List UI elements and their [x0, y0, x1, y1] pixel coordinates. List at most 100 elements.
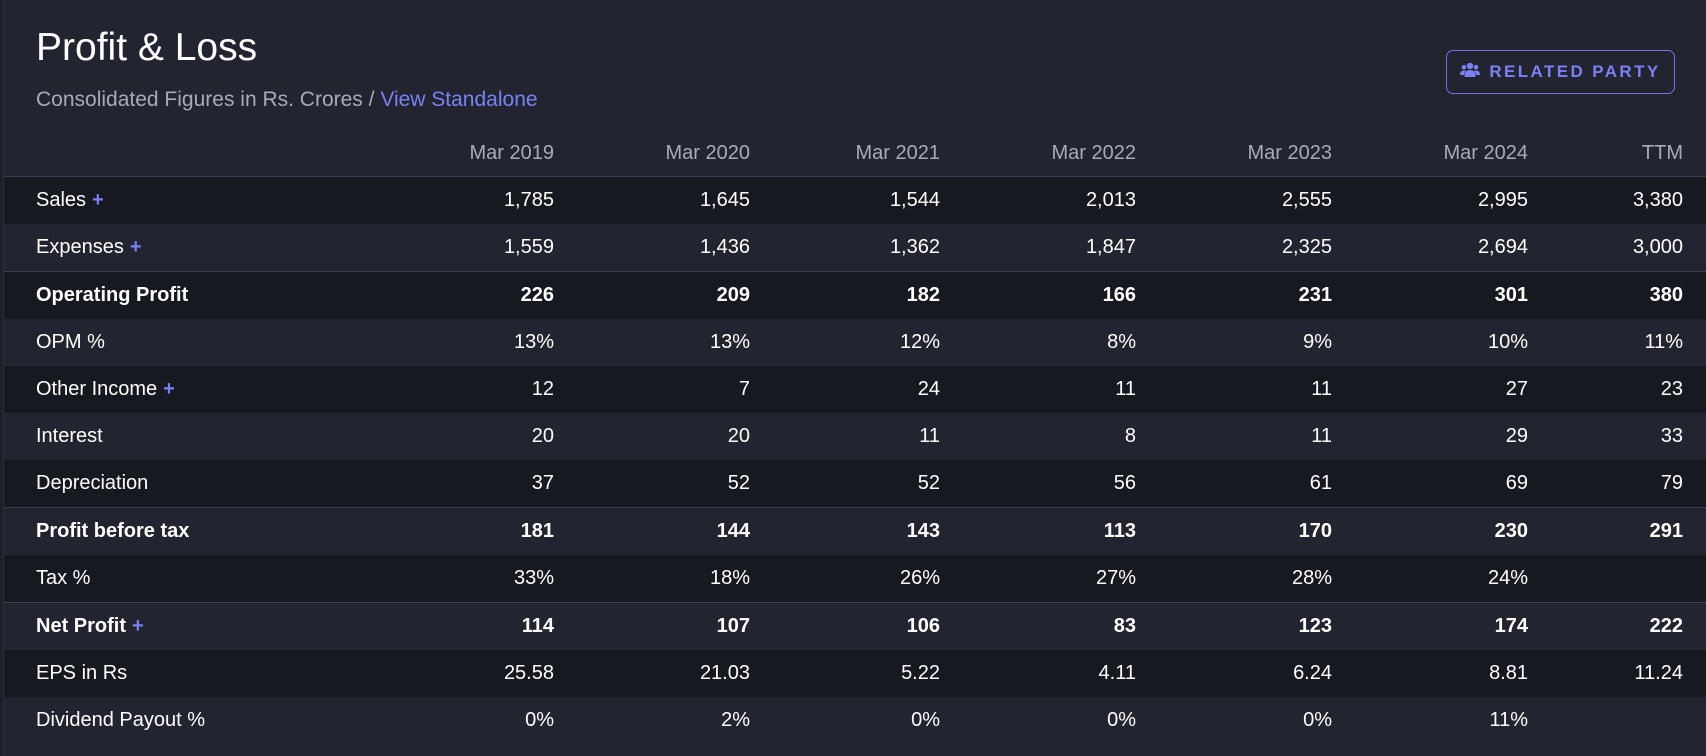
expand-plus-button[interactable]: + — [92, 189, 104, 211]
table-cell: 52 — [750, 460, 940, 508]
table-cell: 166 — [940, 271, 1136, 319]
row-label: Depreciation — [36, 472, 149, 494]
row-label: OPM % — [36, 331, 105, 353]
table-cell: 4.11 — [940, 650, 1136, 697]
table-cell: 11% — [1528, 319, 1706, 366]
table-cell: 8.81 — [1332, 650, 1528, 697]
row-label: Net Profit — [36, 615, 126, 637]
row-label: Operating Profit — [36, 284, 189, 306]
table-cell: 23 — [1528, 366, 1706, 413]
table-cell: 209 — [554, 271, 750, 319]
table-cell: 61 — [1136, 460, 1332, 508]
table-row-other-income: Other Income +12 7 24 11 11 27 23 — [4, 366, 1706, 413]
users-icon — [1460, 62, 1481, 83]
table-cell: 113 — [940, 507, 1136, 555]
table-cell: 0% — [940, 697, 1136, 744]
table-cell: 24 — [750, 366, 940, 413]
profit-loss-card: Profit & Loss Consolidated Figures in Rs… — [3, 0, 1706, 756]
table-row-expenses: Expenses +1,559 1,436 1,362 1,847 2,325 2,694 3… — [4, 224, 1706, 272]
column-header: Mar 2023 — [1136, 130, 1332, 177]
row-label-cell: Profit before tax — [4, 507, 364, 555]
table-cell — [1528, 697, 1706, 744]
table-cell: 33 — [1528, 413, 1706, 460]
table-cell: 21.03 — [554, 650, 750, 697]
table-row-opm: OPM % 13% 13% 12% 8% 9% 10% 11% — [4, 319, 1706, 366]
row-label-cell: EPS in Rs — [4, 650, 364, 697]
expand-plus-button[interactable]: + — [132, 615, 144, 637]
row-label-cell: Interest — [4, 413, 364, 460]
table-cell: 301 — [1332, 271, 1528, 319]
table-cell: 11% — [1332, 697, 1528, 744]
row-label-cell: Other Income + — [4, 366, 364, 413]
column-header: TTM — [1528, 130, 1706, 177]
table-cell: 1,559 — [364, 224, 554, 272]
column-header: Mar 2019 — [364, 130, 554, 177]
table-row-net-profit: Net Profit +114 107 106 83 123 174 222 — [4, 602, 1706, 650]
table-cell: 8 — [940, 413, 1136, 460]
table-cell: 2,325 — [1136, 224, 1332, 272]
row-label-cell: Tax % — [4, 555, 364, 603]
table-cell: 380 — [1528, 271, 1706, 319]
column-header: Mar 2022 — [940, 130, 1136, 177]
row-label: Tax % — [36, 567, 91, 589]
table-cell: 27 — [1332, 366, 1528, 413]
table-cell: 2% — [554, 697, 750, 744]
table-cell: 2,995 — [1332, 176, 1528, 224]
table-cell: 123 — [1136, 602, 1332, 650]
table-cell: 11.24 — [1528, 650, 1706, 697]
table-cell: 33% — [364, 555, 554, 603]
table-cell: 3,380 — [1528, 176, 1706, 224]
table-row-eps: EPS in Rs 25.58 21.03 5.22 4.11 6.24 8.81 11.24 — [4, 650, 1706, 697]
table-cell: 69 — [1332, 460, 1528, 508]
row-label: EPS in Rs — [36, 662, 128, 684]
table-cell: 29 — [1332, 413, 1528, 460]
table-cell: 10% — [1332, 319, 1528, 366]
table-cell: 11 — [750, 413, 940, 460]
table-cell: 1,436 — [554, 224, 750, 272]
table-row-operating-profit: Operating Profit 226 209 182 166 231 301 380 — [4, 271, 1706, 319]
header-row: Mar 2019 Mar 2020 Mar 2021 Mar 2022 Mar … — [4, 130, 1706, 177]
view-standalone-link[interactable]: View Standalone — [380, 88, 538, 111]
table-cell: 1,847 — [940, 224, 1136, 272]
table-cell: 13% — [364, 319, 554, 366]
table-cell: 27% — [940, 555, 1136, 603]
table-cell: 231 — [1136, 271, 1332, 319]
table-row-interest: Interest 20 20 11 8 11 29 33 — [4, 413, 1706, 460]
row-label: Profit before tax — [36, 520, 190, 542]
table-cell: 18% — [554, 555, 750, 603]
table-cell: 25.58 — [364, 650, 554, 697]
table-cell: 11 — [940, 366, 1136, 413]
table-cell: 11 — [1136, 366, 1332, 413]
table-cell: 6.24 — [1136, 650, 1332, 697]
label-column-header — [4, 130, 364, 177]
table-cell: 1,544 — [750, 176, 940, 224]
page-title: Profit & Loss — [36, 26, 258, 69]
row-label-cell: Net Profit + — [4, 602, 364, 650]
subtitle-text: Consolidated Figures in Rs. Crores / — [36, 88, 381, 111]
table-cell: 7 — [554, 366, 750, 413]
column-header: Mar 2021 — [750, 130, 940, 177]
table-cell — [1528, 555, 1706, 603]
table-cell: 0% — [750, 697, 940, 744]
table-cell: 24% — [1332, 555, 1528, 603]
row-label: Other Income — [36, 378, 158, 400]
table-cell: 12% — [750, 319, 940, 366]
row-label-cell: Dividend Payout % — [4, 697, 364, 744]
table-cell: 26% — [750, 555, 940, 603]
table-cell: 0% — [364, 697, 554, 744]
row-label: Sales — [36, 189, 87, 211]
related-party-label: RELATED PARTY — [1489, 62, 1661, 81]
table-cell: 174 — [1332, 602, 1528, 650]
related-party-button[interactable]: RELATED PARTY — [1446, 50, 1675, 94]
table-cell: 2,694 — [1332, 224, 1528, 272]
column-header: Mar 2020 — [554, 130, 750, 177]
table-cell: 0% — [1136, 697, 1332, 744]
table-cell: 222 — [1528, 602, 1706, 650]
expand-plus-button[interactable]: + — [163, 378, 175, 400]
table-cell: 107 — [554, 602, 750, 650]
table-cell: 144 — [554, 507, 750, 555]
table-cell: 3,000 — [1528, 224, 1706, 272]
row-label: Expenses — [36, 236, 124, 258]
table-row-sales: Sales +1,785 1,645 1,544 2,013 2,555 2,995 3,38… — [4, 176, 1706, 224]
expand-plus-button[interactable]: + — [129, 236, 142, 258]
